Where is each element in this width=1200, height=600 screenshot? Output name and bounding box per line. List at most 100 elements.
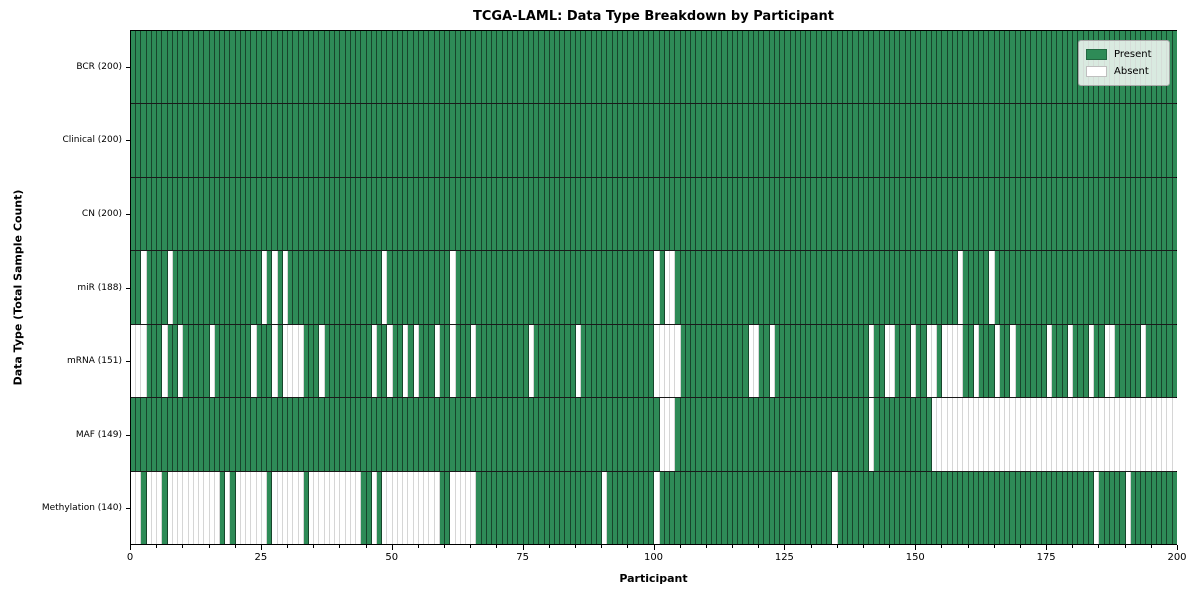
heatmap-cell	[183, 31, 189, 104]
heatmap-cell	[282, 31, 289, 104]
heatmap-cell	[869, 31, 875, 104]
heatmap-cell	[795, 324, 801, 398]
x-minor-tick-mark	[627, 545, 629, 548]
heatmap-cell	[848, 31, 854, 104]
heatmap-cell	[460, 471, 466, 544]
heatmap-cell	[565, 251, 571, 324]
heatmap-cell	[889, 177, 896, 251]
heatmap-cell	[931, 471, 938, 544]
heatmap-cell	[141, 177, 147, 251]
heatmap-cell	[392, 471, 398, 544]
heatmap-cell	[382, 251, 388, 324]
heatmap-cell	[1172, 324, 1177, 398]
heatmap-cell	[534, 177, 540, 251]
heatmap-cell	[869, 398, 875, 471]
heatmap-cell	[633, 177, 639, 251]
heatmap-cell	[1104, 251, 1110, 324]
heatmap-cell	[1010, 471, 1016, 544]
x-minor-tick-mark	[156, 545, 158, 548]
heatmap-cell	[879, 177, 885, 251]
heatmap-cell	[801, 104, 807, 177]
heatmap-cell	[780, 398, 786, 471]
heatmap-cell	[685, 177, 692, 251]
heatmap-cell	[1141, 104, 1147, 177]
heatmap-cell	[256, 31, 262, 104]
heatmap-cell	[361, 398, 367, 471]
heatmap-cell	[136, 398, 142, 471]
heatmap-cell	[827, 251, 833, 324]
heatmap-cell	[910, 104, 917, 177]
heatmap-cell	[1115, 471, 1121, 544]
heatmap-cell	[162, 31, 168, 104]
heatmap-cell	[1067, 104, 1074, 177]
heatmap-cell	[256, 177, 262, 251]
heatmap-cell	[937, 177, 943, 251]
x-tick-mark	[653, 545, 655, 550]
heatmap-cell	[607, 398, 613, 471]
heatmap-cell	[989, 104, 995, 177]
heatmap-cell	[225, 324, 231, 398]
heatmap-cell	[680, 177, 686, 251]
heatmap-cell	[717, 398, 723, 471]
heatmap-cell	[827, 324, 833, 398]
heatmap-cell	[513, 324, 519, 398]
heatmap-cell	[204, 398, 210, 471]
heatmap-cell	[293, 471, 299, 544]
heatmap-cell	[183, 398, 189, 471]
heatmap-cell	[219, 104, 226, 177]
heatmap-cell	[1067, 471, 1074, 544]
heatmap-cell	[685, 324, 692, 398]
heatmap-cell	[874, 177, 880, 251]
x-tick-label-150: 150	[905, 552, 925, 563]
heatmap-cell	[889, 251, 896, 324]
heatmap-cell	[413, 398, 419, 471]
heatmap-cell	[225, 471, 231, 544]
heatmap-cell	[780, 177, 786, 251]
heatmap-cell	[1026, 31, 1032, 104]
heatmap-cell	[131, 398, 137, 471]
heatmap-cell	[298, 398, 304, 471]
heatmap-cell	[879, 398, 885, 471]
heatmap-cell	[1041, 104, 1048, 177]
heatmap-cell	[319, 251, 325, 324]
heatmap-cell	[743, 104, 749, 177]
heatmap-cell	[649, 251, 655, 324]
heatmap-cell	[429, 104, 435, 177]
heatmap-cell	[518, 251, 524, 324]
heatmap-cell	[1156, 324, 1163, 398]
heatmap-cell	[366, 398, 372, 471]
heatmap-cell	[764, 398, 770, 471]
x-minor-tick-mark	[862, 545, 864, 548]
heatmap-cell	[288, 471, 294, 544]
heatmap-cell	[753, 104, 760, 177]
heatmap-cell	[340, 471, 346, 544]
heatmap-cell	[769, 471, 775, 544]
heatmap-cell	[942, 471, 948, 544]
heatmap-cell	[424, 398, 430, 471]
heatmap-cell	[863, 324, 870, 398]
heatmap-cell	[858, 251, 864, 324]
heatmap-cell	[858, 31, 864, 104]
heatmap-cell	[612, 104, 618, 177]
heatmap-cell	[193, 31, 200, 104]
heatmap-cell	[570, 398, 576, 471]
heatmap-cell	[795, 177, 801, 251]
heatmap-cell	[947, 104, 953, 177]
heatmap-cell	[649, 398, 655, 471]
heatmap-cell	[795, 398, 801, 471]
heatmap-cell	[1020, 251, 1027, 324]
heatmap-cell	[649, 177, 655, 251]
heatmap-cell	[764, 177, 770, 251]
heatmap-cell	[308, 31, 315, 104]
heatmap-cell	[759, 324, 765, 398]
heatmap-cell	[732, 104, 739, 177]
heatmap-cell	[560, 177, 566, 251]
heatmap-cell	[1036, 471, 1042, 544]
heatmap-cell	[931, 177, 938, 251]
x-tick-label-125: 125	[774, 552, 794, 563]
heatmap-cell	[528, 104, 535, 177]
x-tick-mark	[260, 545, 262, 550]
heatmap-cell	[345, 324, 351, 398]
heatmap-cell	[1052, 324, 1058, 398]
heatmap-cell	[141, 104, 147, 177]
